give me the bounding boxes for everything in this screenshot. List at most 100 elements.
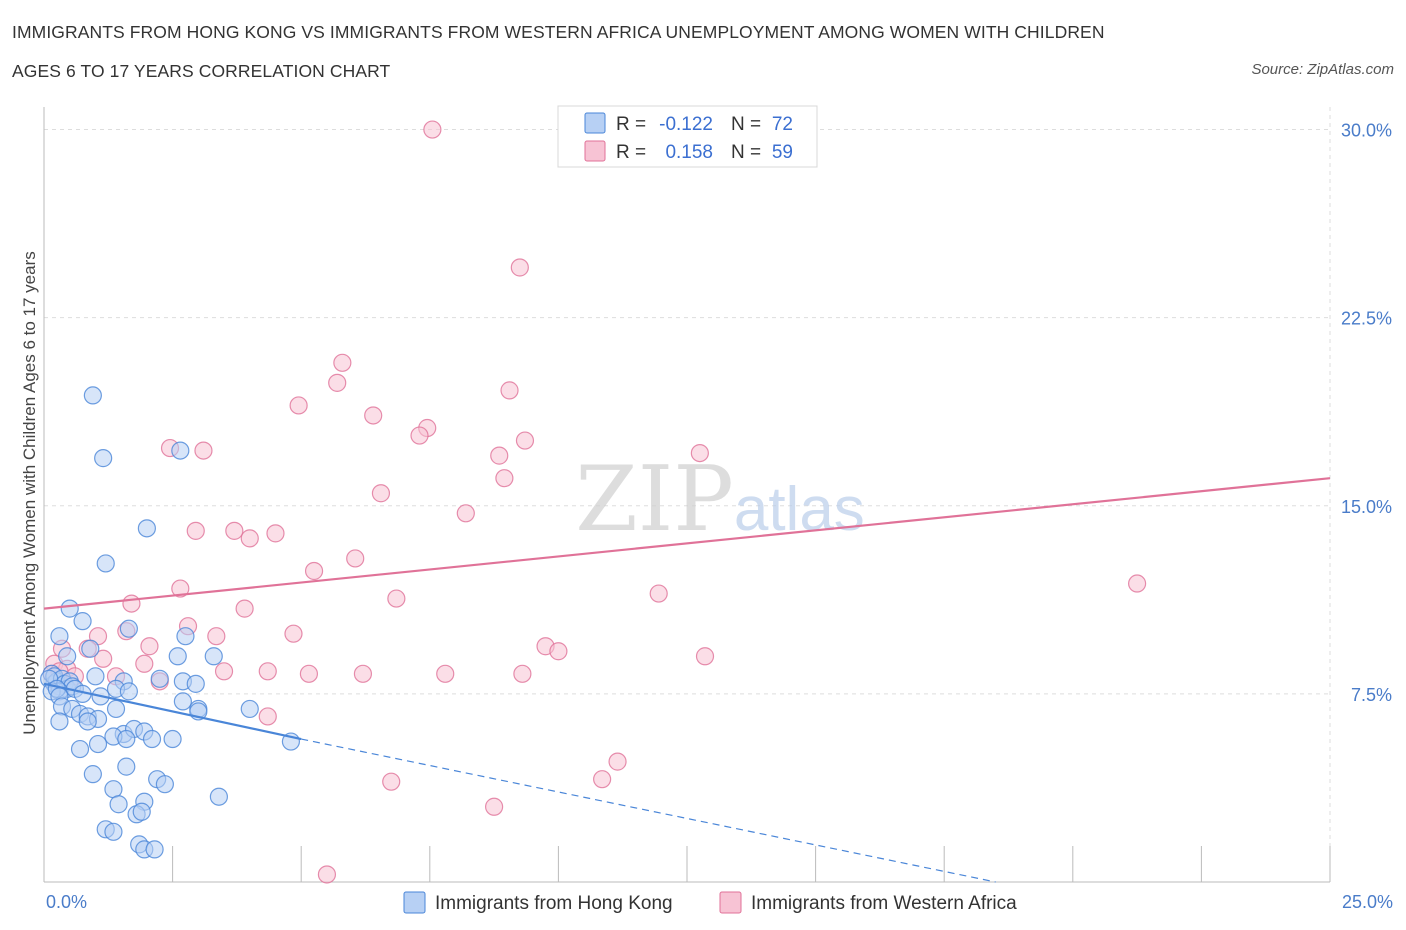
series-hong-kong-points [40,386,301,859]
point-hong-kong-17 [171,441,190,460]
point-hong-kong-22 [50,627,69,646]
point-western-africa-26 [387,589,406,608]
point-hong-kong-20 [60,599,79,618]
legend: R = -0.122 N = 72 R = 0.158 N = 59 [557,105,818,168]
point-western-africa-60 [317,865,337,884]
point-western-africa-49 [299,664,319,683]
legend-n-label-2: N = [731,142,761,163]
point-western-africa-28 [235,599,254,618]
axes [43,107,1331,883]
trend-line-extension-hong-kong [301,738,996,883]
point-hong-kong-54 [88,734,108,754]
point-hong-kong-18 [137,519,156,538]
point-hong-kong-67 [109,795,128,814]
point-western-africa-57 [382,772,401,791]
point-hong-kong-19 [96,554,115,573]
point-western-africa-3 [328,373,347,392]
trend-line-hong-kong [43,682,302,741]
point-hong-kong-62 [117,757,136,776]
point-western-africa-51 [436,664,455,683]
point-western-africa-4 [500,381,519,400]
point-western-africa-25 [649,584,668,603]
point-western-africa-14 [495,469,514,488]
point-western-africa-22 [304,561,324,581]
point-hong-kong-27 [168,647,187,666]
point-hong-kong-26 [81,639,100,658]
point-hong-kong-16 [94,449,113,468]
bottom-legend-label-hong-kong: Immigrants from Hong Kong [435,893,673,914]
point-hong-kong-64 [155,775,174,794]
point-hong-kong-28 [204,647,223,666]
legend-n-value-1: 72 [772,114,793,135]
chart-title-line-1: IMMIGRANTS FROM HONG KONG VS IMMIGRANTS … [12,22,1105,42]
point-western-africa-39 [695,647,715,666]
y-tick-label-3: 30.0% [1341,121,1392,141]
trend-lines [43,477,1331,883]
bottom-legend-swatch-hong-kong [403,891,426,914]
point-western-africa-12 [490,446,509,465]
point-hong-kong-66 [209,787,228,806]
y-tick-label-1: 15.0% [1341,497,1392,517]
point-hong-kong-33 [186,674,205,693]
point-western-africa-24 [171,579,190,598]
point-western-africa-55 [258,707,277,726]
point-western-africa-2 [333,353,352,372]
point-hong-kong-25 [58,647,77,666]
legend-n-label-1: N = [731,114,761,135]
point-western-africa-23 [1127,574,1147,593]
point-western-africa-9 [515,431,535,450]
legend-r-value-1: -0.122 [659,114,713,135]
point-hong-kong-29 [86,667,105,686]
point-hong-kong-71 [132,802,151,821]
point-western-africa-19 [266,524,285,543]
point-western-africa-52 [513,664,532,683]
point-hong-kong-39 [173,692,192,711]
point-western-africa-41 [135,654,154,673]
point-western-africa-58 [593,770,612,789]
y-tick-label-0: 7.5% [1351,685,1392,705]
point-western-africa-47 [214,662,234,681]
point-hong-kong-58 [163,729,182,749]
point-hong-kong-23 [119,619,138,638]
point-western-africa-38 [549,642,568,661]
point-hong-kong-53 [78,712,97,731]
point-hong-kong-15 [83,386,102,405]
point-western-africa-20 [240,529,259,548]
point-hong-kong-65 [104,780,123,799]
legend-r-label-2: R = [616,142,646,163]
point-western-africa-13 [690,443,709,463]
point-hong-kong-31 [150,669,169,688]
point-hong-kong-24 [176,627,195,646]
point-western-africa-36 [140,637,159,656]
tick-labels: 7.5% 15.0% 22.5% 30.0% 0.0% 25.0% [46,121,1393,912]
source-credit: Source: ZipAtlas.com [1251,61,1394,78]
point-western-africa-21 [346,549,365,568]
chart-title-line-2: AGES 6 TO 17 YEARS CORRELATION CHART [12,61,391,81]
point-western-africa-0 [423,120,442,139]
point-hong-kong-42 [240,699,259,719]
point-hong-kong-61 [83,765,102,784]
point-hong-kong-59 [70,739,90,759]
point-western-africa-15 [371,484,391,503]
point-western-africa-16 [456,504,475,523]
legend-r-label-1: R = [616,114,646,135]
point-western-africa-6 [364,406,383,425]
point-western-africa-48 [258,662,277,681]
point-western-africa-17 [186,521,205,540]
point-western-africa-31 [284,624,303,643]
y-axis-label: Unemployment Among Women with Children A… [20,251,39,735]
point-western-africa-59 [485,797,504,816]
legend-swatch-hong-kong [584,112,606,134]
watermark: ZIPatlas [575,447,865,552]
trend-line-western-africa [43,477,1331,610]
point-western-africa-5 [289,396,308,415]
point-western-africa-32 [207,627,226,646]
point-hong-kong-75 [145,840,164,859]
point-hong-kong-72 [104,822,123,841]
y-tick-label-2: 22.5% [1341,309,1392,329]
point-western-africa-8 [410,426,429,445]
point-western-africa-27 [122,594,141,613]
point-western-africa-11 [194,441,213,460]
bottom-legend-swatch-western-africa [719,891,742,914]
